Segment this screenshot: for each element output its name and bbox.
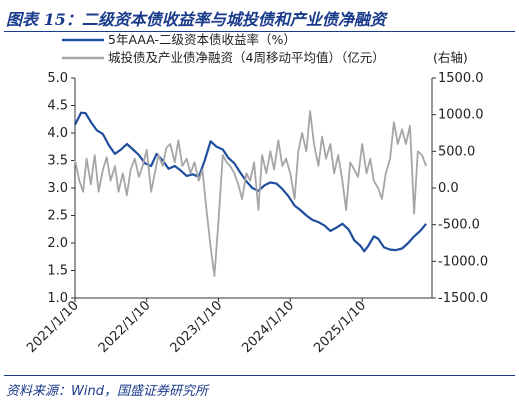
left-axis-tick-label: 2.5: [47, 209, 68, 224]
right-axis-tick-label: 1500.0: [438, 71, 484, 86]
right-axis-tick-label: 0.0: [438, 181, 459, 196]
x-axis-tick-label: 2024/1/10: [239, 298, 297, 356]
source-rule: [4, 375, 515, 376]
x-axis-tick-label: 2025/1/10: [311, 298, 369, 356]
legend-label: 城投债及产业债净融资（4周移动平均值）（亿元）: [108, 50, 385, 65]
series-line-yield: [74, 111, 427, 253]
right-axis-label: (右轴): [433, 50, 468, 65]
left-axis-tick-label: 4.5: [47, 99, 68, 114]
x-axis-tick-label: 2022/1/10: [96, 298, 154, 356]
source-note: 资料来源：Wind，国盛证券研究所: [6, 384, 208, 399]
left-axis-tick-label: 4.0: [47, 126, 68, 141]
chart-svg: 5.0 4.5 4.0 3.5 3.0 2.5 2.0 1.5 1.0 1500.0 1000.0 5…: [24, 32, 488, 356]
right-axis-tick-label: -500.0: [438, 218, 480, 233]
title-rule: [4, 31, 515, 32]
left-axis-tick-label: 3.0: [47, 181, 68, 196]
figure-title: 图表 15：二级资本债收益率与城投债和产业债净融资: [6, 10, 386, 29]
x-axis-tick-label: 2023/1/10: [168, 298, 226, 356]
series-line-net-financing: [74, 110, 427, 277]
left-axis-tick-label: 1.0: [47, 291, 68, 306]
x-axis-tick-label: 2021/1/10: [24, 298, 82, 356]
right-axis-tick-label: 1000.0: [438, 108, 484, 123]
right-axis-tick-label: -1000.0: [438, 254, 488, 269]
right-axis-tick-label: 500.0: [438, 144, 475, 159]
right-axis-tick-label: -1500.0: [438, 291, 488, 306]
left-axis-tick-label: 3.5: [47, 154, 68, 169]
left-axis-tick-label: 1.5: [47, 264, 68, 279]
left-axis-tick-label: 2.0: [47, 236, 68, 251]
legend-label: 5年AAA-二级资本债收益率（%）: [108, 32, 296, 47]
left-axis-tick-label: 5.0: [47, 71, 68, 86]
